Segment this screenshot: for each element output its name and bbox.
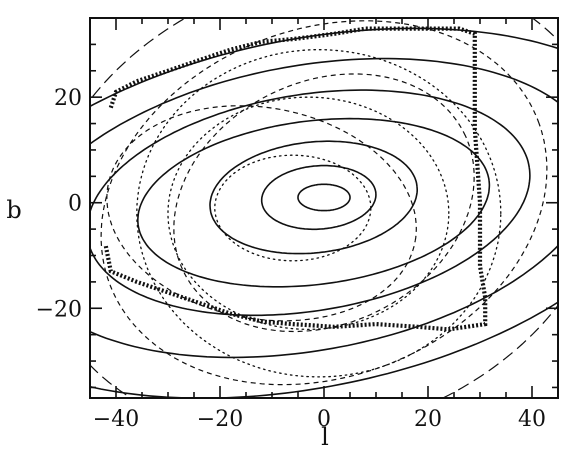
boundary-contour (103, 26, 488, 332)
contour-long-dash-0 (90, 18, 558, 398)
x-tick-labels: −40 −20 0 20 40 (93, 407, 546, 432)
contour-short-dash-0 (106, 105, 417, 322)
contour-solid-5 (90, 57, 558, 359)
contour-solid-6 (90, 27, 558, 398)
y-tick-labels: −20 0 20 (36, 86, 82, 322)
contour-short-dash-1 (173, 73, 475, 333)
x-axis-label: l (321, 423, 329, 451)
y-axis-label: b (6, 196, 21, 224)
contour-solid-4 (90, 89, 531, 317)
x-tick-label: 20 (414, 407, 442, 432)
x-tick-label: 0 (317, 407, 331, 432)
contour-dotted-1 (167, 96, 450, 331)
contour-solid-0 (297, 183, 351, 212)
axis-ticks (89, 17, 559, 398)
contour-solid-1 (260, 164, 377, 231)
contour-solid-3 (136, 117, 491, 288)
x-tick-label: −40 (93, 407, 139, 432)
y-tick-label: 20 (54, 86, 82, 111)
y-tick-label: −20 (36, 297, 82, 322)
x-tick-label: 40 (518, 407, 546, 432)
contour-solid-2 (209, 140, 419, 255)
y-tick-label: 0 (68, 192, 82, 217)
contour-short-dash-2 (100, 20, 548, 386)
x-tick-label: −20 (197, 407, 243, 432)
contour-lines (90, 18, 558, 398)
